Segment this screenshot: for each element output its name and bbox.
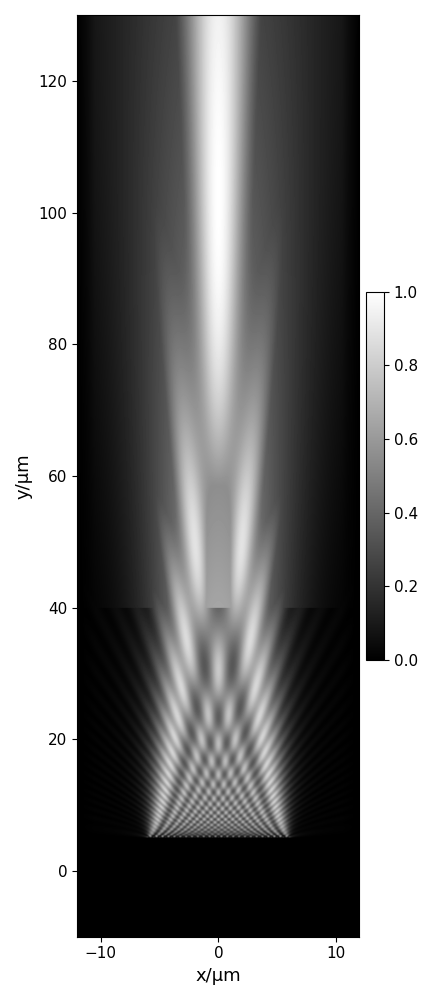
Y-axis label: y/μm: y/μm bbox=[15, 453, 33, 499]
X-axis label: x/μm: x/μm bbox=[196, 967, 241, 985]
